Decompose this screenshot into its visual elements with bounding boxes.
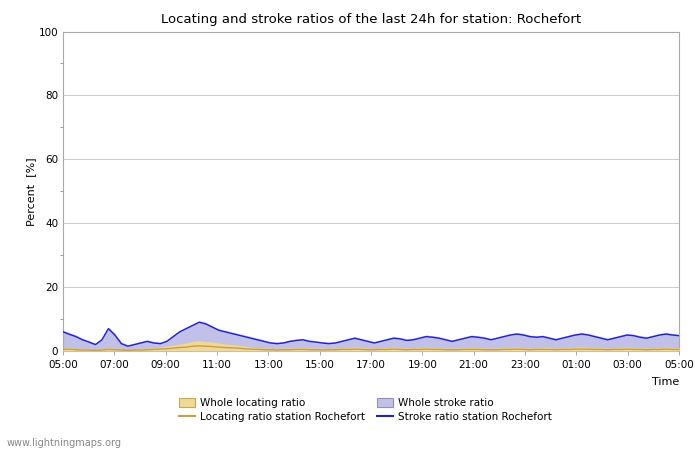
Title: Locating and stroke ratios of the last 24h for station: Rochefort: Locating and stroke ratios of the last 2… [161, 13, 581, 26]
Legend: Whole locating ratio, Locating ratio station Rochefort, Whole stroke ratio, Stro: Whole locating ratio, Locating ratio sta… [179, 398, 552, 423]
Y-axis label: Percent  [%]: Percent [%] [26, 157, 36, 225]
Text: www.lightningmaps.org: www.lightningmaps.org [7, 438, 122, 448]
Text: Time: Time [652, 377, 679, 387]
